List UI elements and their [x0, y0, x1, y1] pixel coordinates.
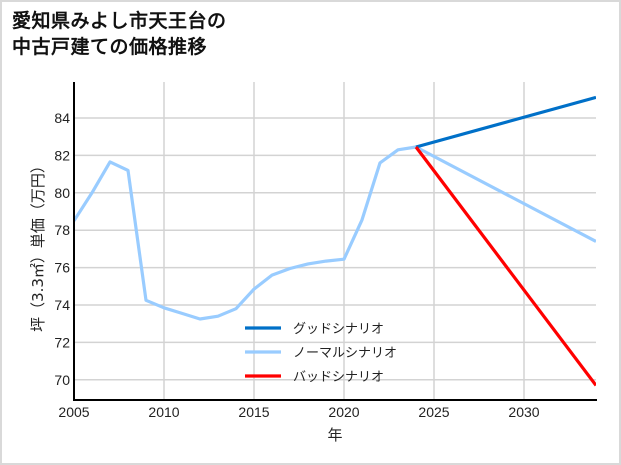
- data-lines: [74, 95, 596, 387]
- bad-scenario-line: [414, 146, 596, 387]
- y-tick-label: 80: [54, 185, 70, 201]
- y-tick-label: 84: [54, 110, 70, 126]
- y-tick-label: 78: [54, 222, 70, 238]
- x-tick-label: 2015: [238, 404, 269, 420]
- legend-item-normal: ノーマルシナリオ: [245, 346, 397, 361]
- x-tick-label: 2005: [58, 404, 89, 420]
- legend-item-bad: バッドシナリオ: [245, 370, 384, 385]
- y-tick-label: 76: [54, 260, 70, 276]
- x-tick-label: 2030: [508, 404, 539, 420]
- legend-label: バッドシナリオ: [293, 370, 384, 385]
- normal-scenario-line: [74, 145, 596, 321]
- title-line-1: 愛知県みよし市天王台の: [12, 10, 227, 32]
- chart-title: 愛知県みよし市天王台の 中古戸建ての価格推移: [12, 8, 227, 60]
- axes: [73, 82, 597, 401]
- title-line-2: 中古戸建ての価格推移: [12, 36, 208, 58]
- legend-item-good: グッドシナリオ: [245, 322, 384, 337]
- x-tick-label: 2020: [328, 404, 359, 420]
- x-axis-label: 年: [327, 426, 342, 444]
- good-scenario-line: [415, 95, 596, 149]
- y-tick-label: 72: [54, 334, 70, 350]
- y-tick-label: 82: [54, 147, 70, 163]
- x-tick-label: 2010: [148, 404, 179, 420]
- x-tick-labels: 2005 2010 2015 2020 2025 2030: [58, 404, 539, 420]
- y-axis-label: 坪（3.3㎡）単価（万円）: [29, 158, 47, 332]
- y-tick-label: 70: [54, 372, 70, 388]
- y-tick-labels: 70 72 74 76 78 80 82 84: [54, 110, 70, 388]
- x-tick-label: 2025: [418, 404, 449, 420]
- legend-label: ノーマルシナリオ: [293, 346, 397, 361]
- legend-label: グッドシナリオ: [293, 322, 384, 337]
- y-tick-label: 74: [54, 297, 70, 313]
